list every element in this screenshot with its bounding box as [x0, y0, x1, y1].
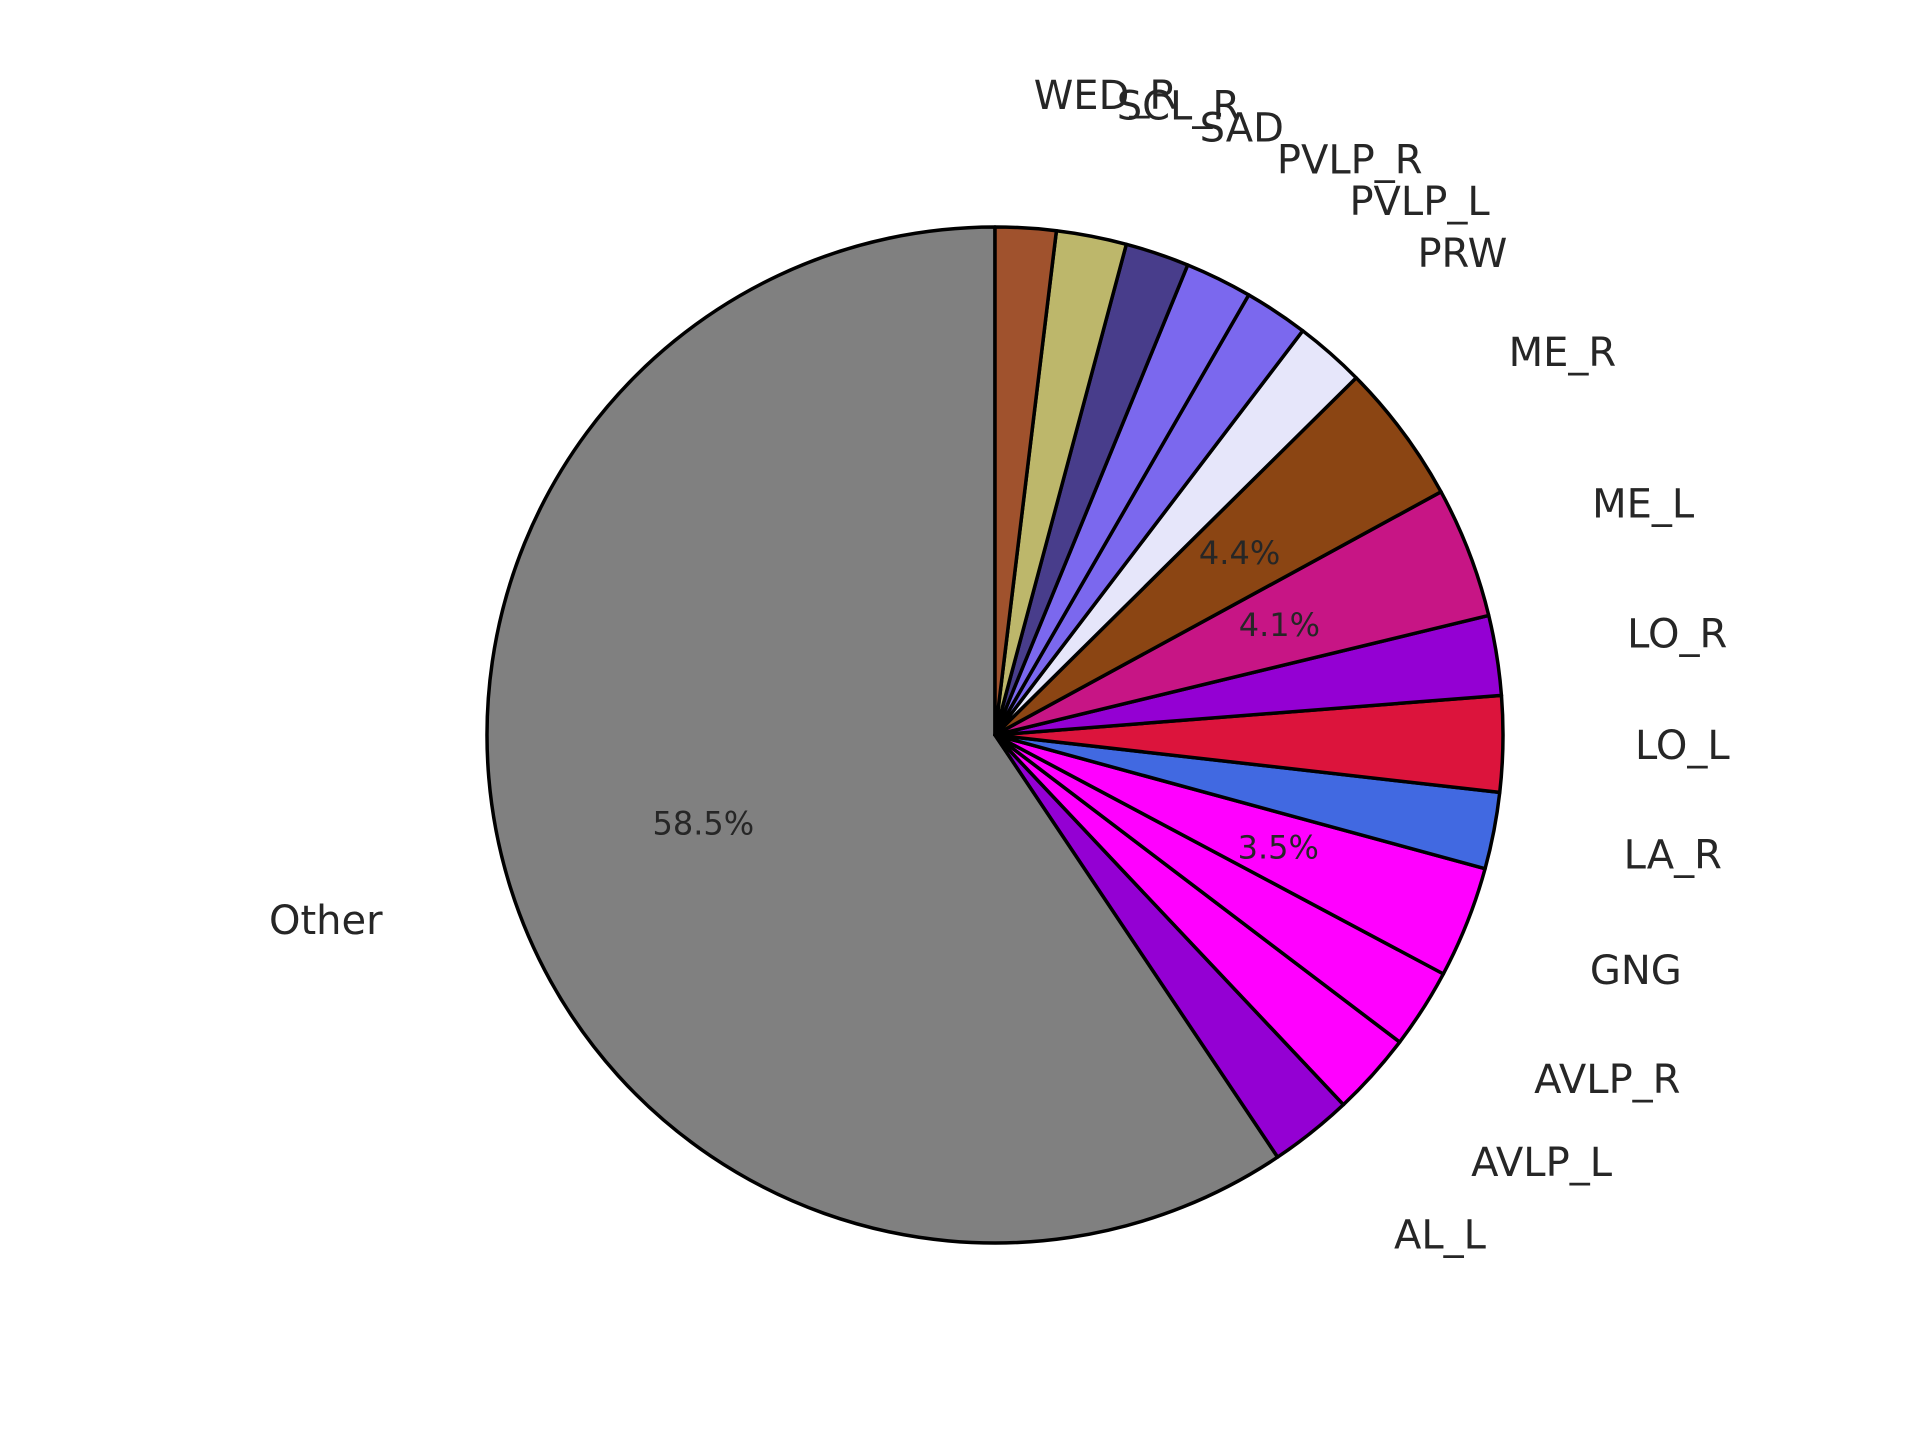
slice-percent-other: 58.5%: [653, 805, 755, 843]
slice-label-scl-r: SCL_R: [1117, 84, 1240, 130]
pie-slice-other: [485, 225, 1280, 1245]
pie-slice-wed-r: [993, 225, 1059, 737]
slice-label-lo-l: LO_L: [1635, 723, 1730, 769]
slice-percent-gng: 3.5%: [1238, 828, 1319, 866]
slice-percent-me-r: 4.4%: [1199, 534, 1280, 572]
slice-label-avlp-l: AVLP_L: [1471, 1140, 1613, 1186]
slice-label-pvlp-l: PVLP_L: [1349, 179, 1490, 225]
slice-percent-me-l: 4.1%: [1239, 606, 1320, 644]
slice-label-al-l: AL_L: [1394, 1213, 1487, 1259]
slice-label-sad: SAD: [1200, 105, 1284, 151]
slice-label-wed-r: WED_R: [1034, 73, 1177, 119]
slice-label-la-r: LA_R: [1624, 833, 1722, 879]
slices-layer: [485, 225, 1505, 1245]
slice-label-other: Other: [269, 898, 383, 944]
labels-layer: Other 58.5% AL_L AVLP_L AVLP_R GNG 3.5% LA_R LO_…: [269, 73, 1730, 1258]
slice-label-prw: PRW: [1417, 231, 1507, 277]
slice-label-gng: GNG: [1590, 948, 1682, 994]
slice-label-me-l: ME_L: [1592, 482, 1695, 528]
slice-label-lo-r: LO_R: [1627, 611, 1727, 657]
slice-label-avlp-r: AVLP_R: [1534, 1057, 1680, 1103]
slice-label-me-r: ME_R: [1509, 330, 1617, 376]
slice-label-pvlp-r: PVLP_R: [1277, 137, 1423, 183]
